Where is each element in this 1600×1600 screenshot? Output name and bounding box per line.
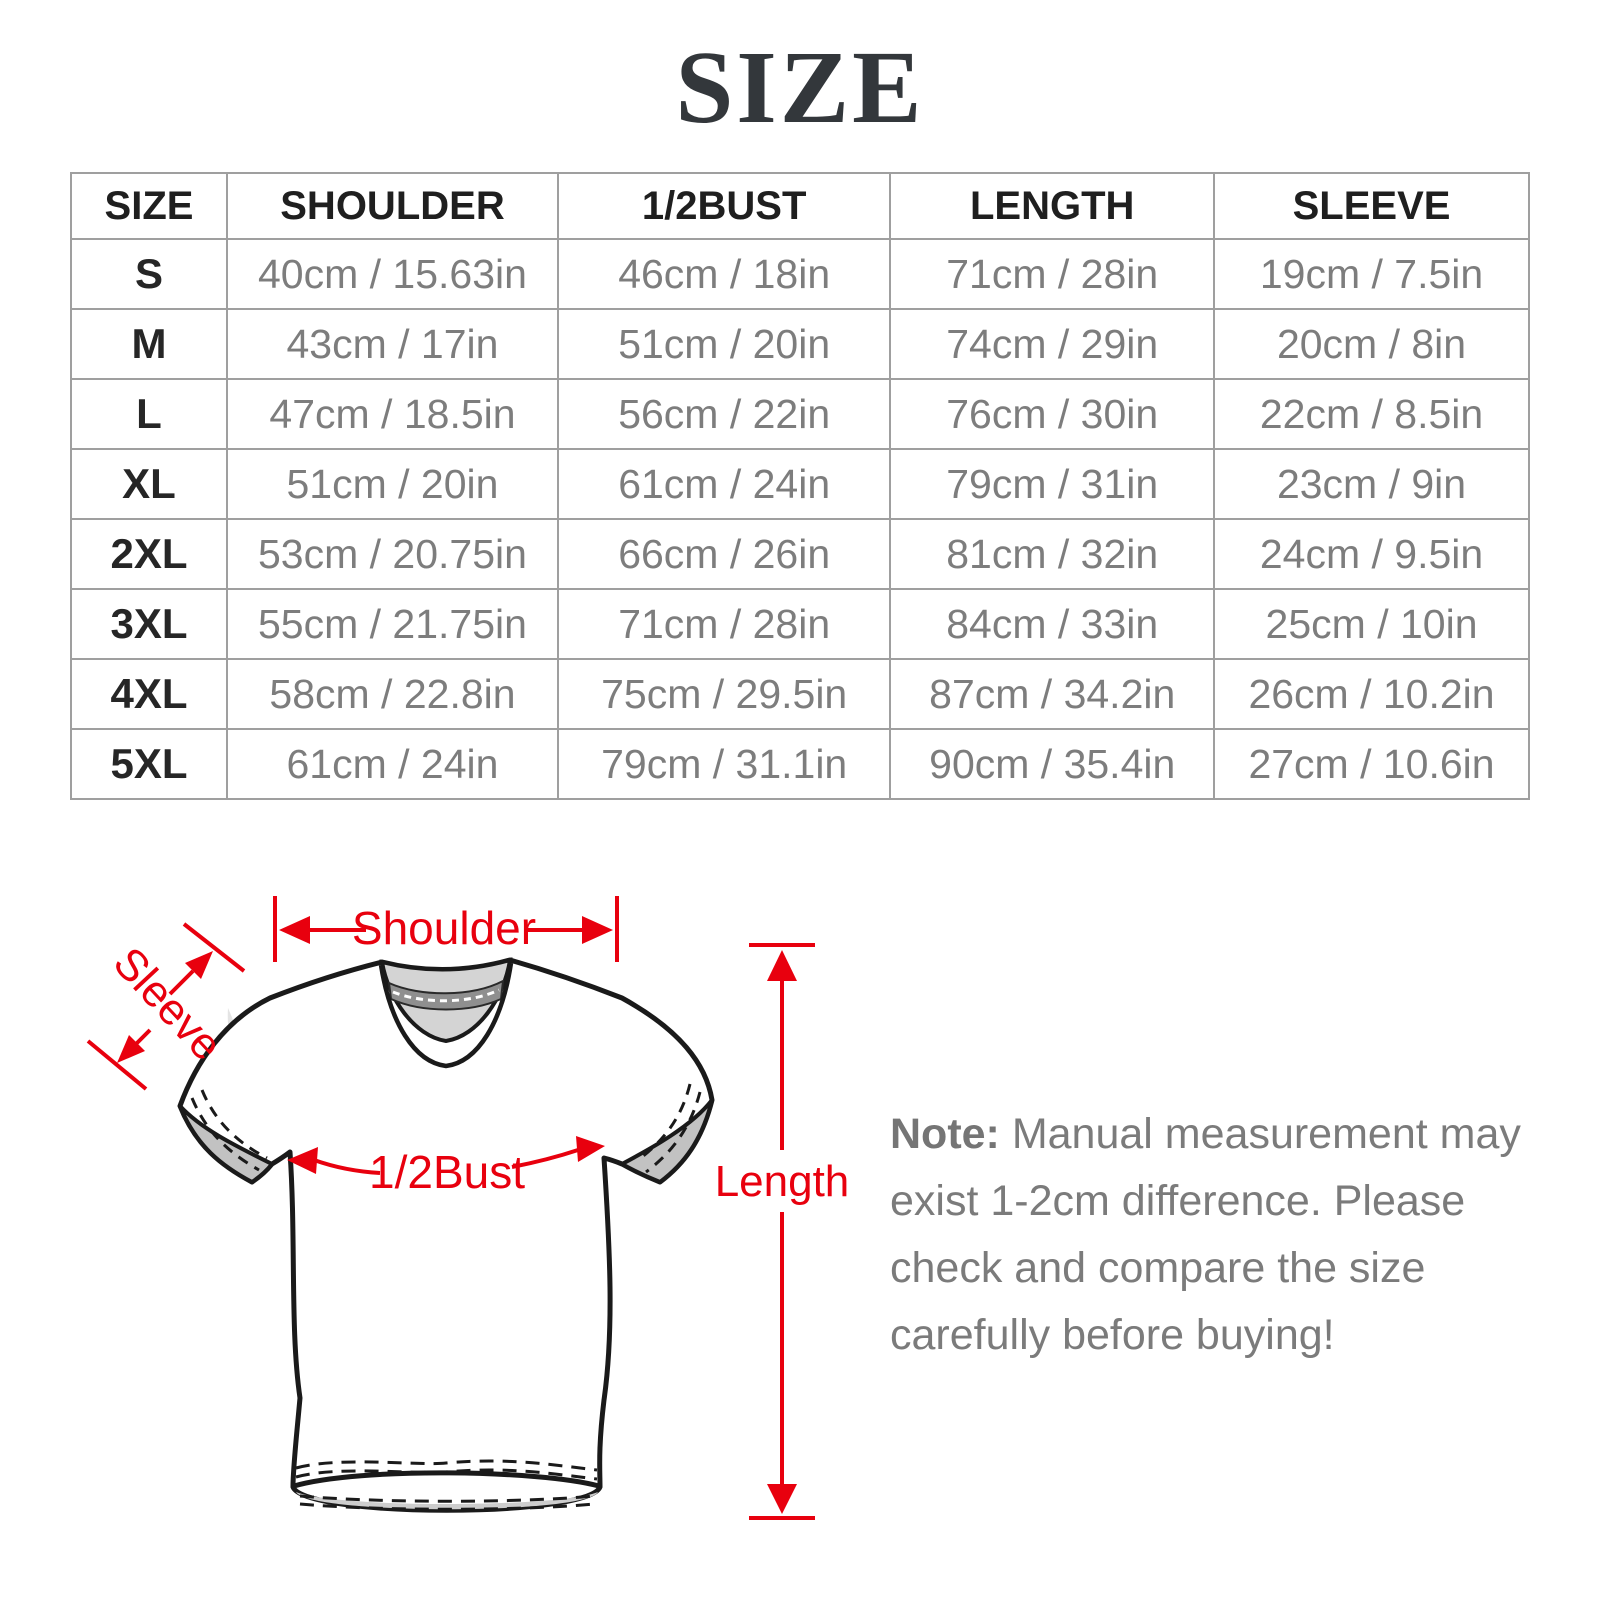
table-header-row: SIZE SHOULDER 1/2BUST LENGTH SLEEVE [70,172,1530,240]
table-row: S 40cm / 15.63in 46cm / 18in 71cm / 28in… [70,238,1530,310]
cell-length: 90cm / 35.4in [889,728,1216,800]
cell-bust: 75cm / 29.5in [556,658,892,730]
collar-rib-stitch [392,988,500,1003]
cell-sleeve: 19cm / 7.5in [1213,238,1530,310]
size-5xl-label: 5XL [70,728,228,800]
size-s-label: S [70,238,228,310]
size-xl-label: XL [70,448,228,520]
cell-shoulder: 51cm / 20in [226,448,559,520]
cell-shoulder: 47cm / 18.5in [226,378,559,450]
cell-length: 87cm / 34.2in [889,658,1216,730]
hem-stitching [295,1459,598,1511]
size-4xl-label: 4XL [70,658,228,730]
tshirt-illustration [177,957,715,1513]
cell-sleeve: 20cm / 8in [1213,308,1530,380]
page-title: SIZE [675,30,925,145]
cell-length: 74cm / 29in [889,308,1216,380]
cell-shoulder: 61cm / 24in [226,728,559,800]
size-3xl-label: 3XL [70,588,228,660]
bust-measure-arrow: 1/2Bust [287,1136,605,1198]
size-table: SIZE SHOULDER 1/2BUST LENGTH SLEEVE S 40… [70,172,1530,800]
cell-shoulder: 40cm / 15.63in [226,238,559,310]
table-row: 5XL 61cm / 24in 79cm / 31.1in 90cm / 35.… [70,728,1530,800]
size-2xl-label: 2XL [70,518,228,590]
cell-sleeve: 26cm / 10.2in [1213,658,1530,730]
note-text: Manual measurement may exist 1-2cm diffe… [890,1110,1521,1359]
column-header-length: LENGTH [889,172,1216,240]
right-cuff-interior [617,1098,714,1185]
bust-label: 1/2Bust [369,1146,525,1198]
cell-shoulder: 53cm / 20.75in [226,518,559,590]
cell-bust: 46cm / 18in [556,238,892,310]
column-header-size: SIZE [70,172,228,240]
cell-sleeve: 23cm / 9in [1213,448,1530,520]
size-m-label: M [70,308,228,380]
cell-bust: 61cm / 24in [556,448,892,520]
cell-bust: 71cm / 28in [556,588,892,660]
left-cuff-interior [178,1104,276,1185]
collar-band-curve [378,962,514,1069]
column-header-shoulder: SHOULDER [226,172,559,240]
cell-sleeve: 22cm / 8.5in [1213,378,1530,450]
cell-sleeve: 27cm / 10.6in [1213,728,1530,800]
cell-sleeve: 25cm / 10in [1213,588,1530,660]
cell-length: 71cm / 28in [889,238,1216,310]
column-header-bust: 1/2BUST [556,172,892,240]
cell-length: 76cm / 30in [889,378,1216,450]
table-row: L 47cm / 18.5in 56cm / 22in 76cm / 30in … [70,378,1530,450]
sleeve-stitching [190,1083,702,1174]
length-measure-arrow: Length [715,943,850,1520]
cell-bust: 51cm / 20in [556,308,892,380]
cell-bust: 66cm / 26in [556,518,892,590]
cell-length: 81cm / 32in [889,518,1216,590]
size-l-label: L [70,378,228,450]
cell-shoulder: 43cm / 17in [226,308,559,380]
table-row: 2XL 53cm / 20.75in 66cm / 26in 81cm / 32… [70,518,1530,590]
table-row: XL 51cm / 20in 61cm / 24in 79cm / 31in 2… [70,448,1530,520]
cell-length: 79cm / 31in [889,448,1216,520]
shoulder-label: Shoulder [352,902,536,954]
table-row: 3XL 55cm / 21.75in 71cm / 28in 84cm / 33… [70,588,1530,660]
hem-top-line [293,1470,600,1489]
hem-interior [296,1492,598,1510]
shoulder-measure-arrow: Shoulder [273,896,619,962]
note-prefix: Note: [890,1110,1000,1158]
cell-bust: 56cm / 22in [556,378,892,450]
column-header-sleeve: SLEEVE [1213,172,1530,240]
tshirt-measurement-diagram: Shoulder Sleeve 1/2Bust Length [86,896,850,1520]
table-row: M 43cm / 17in 51cm / 20in 74cm / 29in 20… [70,308,1530,380]
length-label: Length [715,1157,850,1206]
cell-shoulder: 58cm / 22.8in [226,658,559,730]
cell-bust: 79cm / 31.1in [556,728,892,800]
cell-sleeve: 24cm / 9.5in [1213,518,1530,590]
cell-shoulder: 55cm / 21.75in [226,588,559,660]
cell-length: 84cm / 33in [889,588,1216,660]
table-row: 4XL 58cm / 22.8in 75cm / 29.5in 87cm / 3… [70,658,1530,730]
measurement-note: Note: Manual measurement may exist 1-2cm… [890,1101,1530,1369]
